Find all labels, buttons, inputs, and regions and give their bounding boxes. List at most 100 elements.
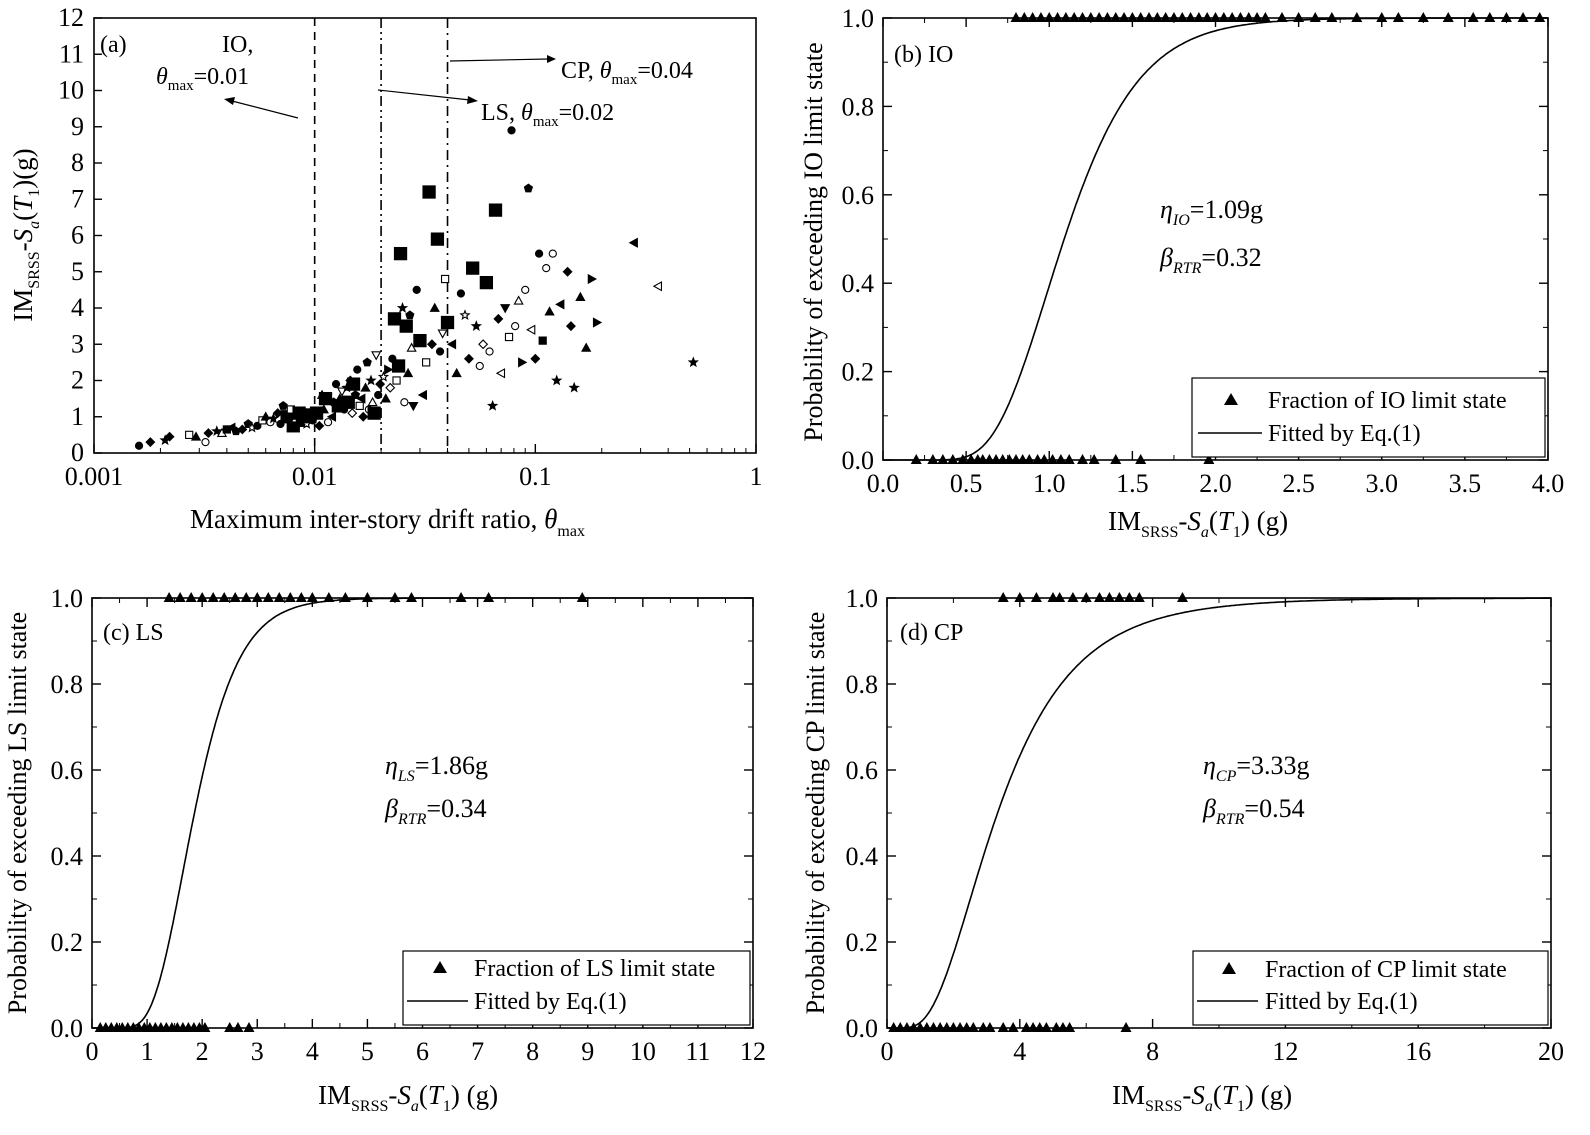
fraction-marker (262, 592, 274, 602)
panel-c-eta: ηLS=1.86g (385, 751, 488, 785)
panel-d-legend: Fraction of CP limit state Fitted by Eq.… (1192, 950, 1549, 1026)
annotation-cp-sym: θ (600, 58, 612, 84)
scatter-point (326, 411, 337, 422)
panel-b-eta-value: =1.09g (1190, 195, 1263, 224)
fraction-marker (218, 592, 230, 602)
fraction-marker (997, 1022, 1009, 1032)
x-tick-label: 2.0 (1199, 469, 1232, 498)
fraction-marker (1063, 454, 1075, 464)
scatter-point (466, 261, 480, 275)
panel-c-beta: βRTR=0.34 (384, 794, 487, 828)
fraction-marker (284, 592, 296, 602)
legend-box (402, 950, 751, 1026)
panel-d-eta-value: =3.33g (1236, 751, 1309, 780)
legend-triangle-icon (1222, 962, 1236, 974)
x-tick-label: 0.0 (867, 469, 900, 498)
scatter-point (504, 332, 514, 342)
x-tick-label: 16 (1405, 1037, 1431, 1066)
panel-b-eta-sub: IO (1172, 212, 1190, 229)
x-tick-label: 5 (361, 1037, 374, 1066)
fraction-marker (295, 592, 307, 602)
x-tick-label: 2.5 (1282, 469, 1315, 498)
panel-b: 0.0 0.2 0.4 0.6 0.8 1.0 0.0 0.5 1.0 1.5 2.0 2.5 3.0 3… (799, 4, 1564, 541)
scatter-point (318, 391, 333, 406)
panel-d: 0.0 0.2 0.4 0.6 0.8 1.0 0 4 8 12 16 20 (d) CP ηCP=3… (801, 584, 1564, 1115)
panel-b-xlabel: IMSRSS-Sa(T1) (g) (1108, 506, 1288, 541)
scatter-point (429, 302, 440, 312)
fraction-marker (1135, 454, 1147, 464)
scatter-point (565, 321, 576, 332)
scatter-point (331, 380, 341, 389)
fraction-marker (1376, 12, 1388, 22)
scatter-point (267, 412, 280, 424)
panel-d-fitted-curve (887, 597, 1551, 1029)
fraction-marker (196, 592, 208, 602)
fraction-marker (1201, 12, 1213, 22)
fraction-marker (1054, 592, 1066, 602)
panel-c-legend: Fraction of LS limit state Fitted by Eq.… (402, 950, 751, 1026)
scatter-point (478, 339, 489, 350)
y-tick-label: 0.6 (842, 181, 875, 210)
y-tick-label: 0.6 (51, 756, 84, 785)
scatter-point (530, 353, 541, 364)
panel-a-xlabel-main: Maximum inter-story drift ratio, (190, 504, 544, 534)
scatter-point (323, 418, 333, 427)
fraction-marker (1151, 12, 1163, 22)
panel-a-label: (a) (100, 32, 127, 58)
scatter-point (145, 437, 156, 448)
y-tick-label: 3 (71, 329, 84, 358)
fraction-marker (455, 592, 467, 602)
scatter-point (437, 329, 448, 339)
fraction-marker (224, 1022, 236, 1032)
fraction-marker (1077, 12, 1088, 22)
y-tick-label: 0.4 (846, 842, 879, 871)
x-tick-label: 12 (740, 1037, 766, 1066)
scatter-point (488, 203, 503, 217)
fraction-marker (1442, 12, 1454, 22)
scatter-point (237, 424, 248, 435)
scatter-point (399, 319, 413, 333)
scatter-point (350, 390, 361, 399)
fraction-marker (957, 454, 969, 464)
scatter-point (652, 281, 663, 292)
scatter-point (341, 395, 355, 409)
scatter-point (493, 313, 504, 324)
arrow-ls (377, 89, 471, 101)
scatter-point (365, 374, 377, 386)
arrow-cp (449, 58, 549, 62)
panel-d-eta-sub: CP (1216, 768, 1237, 785)
x-tick-label: 8 (526, 1037, 539, 1066)
fraction-marker (1110, 12, 1122, 22)
x-tick-label: 11 (685, 1037, 710, 1066)
scatter-point (523, 183, 534, 193)
fraction-marker (273, 592, 285, 602)
scatter-point (243, 419, 253, 428)
scatter-point (542, 264, 551, 273)
scatter-point (367, 406, 381, 420)
fraction-marker (1234, 12, 1246, 22)
annotation-cp-prefix: CP, (561, 58, 600, 84)
scatter-point (347, 408, 358, 419)
scatter-point (314, 420, 325, 431)
fraction-marker (1014, 592, 1026, 602)
fraction-marker (1326, 12, 1338, 22)
x-tick-label: 4 (306, 1037, 319, 1066)
fraction-marker (1276, 12, 1288, 22)
fraction-marker (1080, 592, 1092, 602)
scatter-point (375, 379, 386, 390)
panel-b-beta: βRTR=0.32 (1159, 243, 1262, 277)
fraction-marker (185, 592, 197, 602)
panel-b-eta: ηIO=1.09g (1160, 195, 1263, 229)
fraction-marker (1160, 12, 1172, 22)
annotation-ls-prefix: LS, (481, 100, 521, 126)
scatter-point (412, 285, 421, 294)
scatter-point (371, 351, 382, 361)
scatter-point (581, 342, 592, 352)
scatter-point (470, 320, 482, 331)
fraction-marker (1259, 12, 1271, 22)
scatter-point (405, 310, 415, 320)
scatter-point (456, 289, 466, 298)
scatter-point (367, 396, 378, 407)
